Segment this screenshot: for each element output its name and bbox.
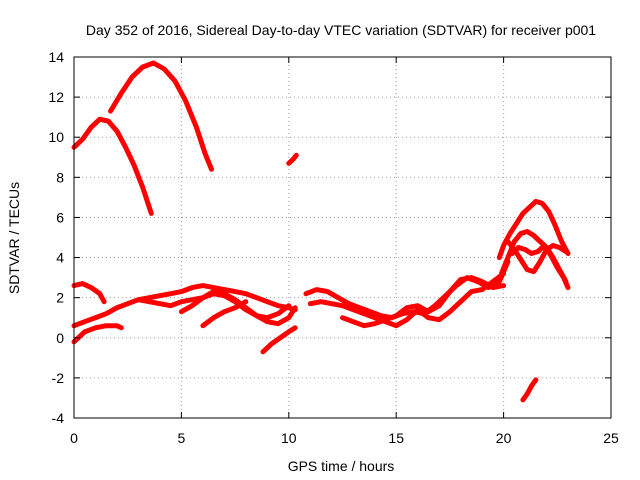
y-tick-label: 6 — [56, 209, 64, 225]
y-tick-label: 10 — [48, 129, 64, 145]
y-tick-label: 12 — [48, 89, 64, 105]
x-gridlines — [180, 57, 505, 418]
x-tick-label: 0 — [70, 430, 78, 446]
y-axis-label: SDTVAR / TECUs — [6, 182, 22, 294]
series-arc-4 — [71, 281, 107, 305]
series-arc-13 — [340, 275, 507, 329]
x-tick-labels: 0 5 10 15 20 25 — [70, 430, 619, 446]
series-arc-18 — [520, 377, 539, 403]
series-arc-2 — [108, 60, 214, 172]
y-tick-labels: -4 -2 0 2 4 6 8 10 12 14 — [48, 49, 64, 426]
series-arc-17 — [509, 243, 571, 291]
x-tick-label: 25 — [603, 430, 619, 446]
series-arc-3 — [286, 152, 299, 166]
data-traces — [71, 60, 571, 403]
y-tick-label: -4 — [52, 410, 65, 426]
series-arc-1 — [71, 116, 154, 216]
x-tick-label: 5 — [178, 430, 186, 446]
x-axis-label: GPS time / hours — [288, 458, 395, 474]
series-arc-16 — [505, 239, 569, 275]
x-tick-label: 15 — [388, 430, 404, 446]
x-tick-label: 20 — [496, 430, 512, 446]
plot-frame — [73, 56, 612, 419]
y-tick-label: 14 — [48, 49, 64, 65]
axis-ticks — [73, 56, 612, 419]
series-arc-14 — [496, 198, 571, 261]
series-arc-12 — [307, 271, 507, 329]
series-arc-10 — [260, 325, 298, 355]
series-arc-6 — [71, 283, 298, 329]
x-tick-label: 10 — [281, 430, 297, 446]
chart-title: Day 352 of 2016, Sidereal Day-to-day VTE… — [86, 22, 596, 38]
y-tick-label: 0 — [56, 330, 64, 346]
y-tick-label: -2 — [52, 370, 65, 386]
series-arc-9 — [200, 299, 249, 329]
series-arc-5 — [71, 323, 124, 345]
y-tick-label: 8 — [56, 169, 64, 185]
y-tick-label: 4 — [56, 250, 64, 266]
y-gridlines — [74, 96, 611, 379]
y-tick-label: 2 — [56, 290, 64, 306]
